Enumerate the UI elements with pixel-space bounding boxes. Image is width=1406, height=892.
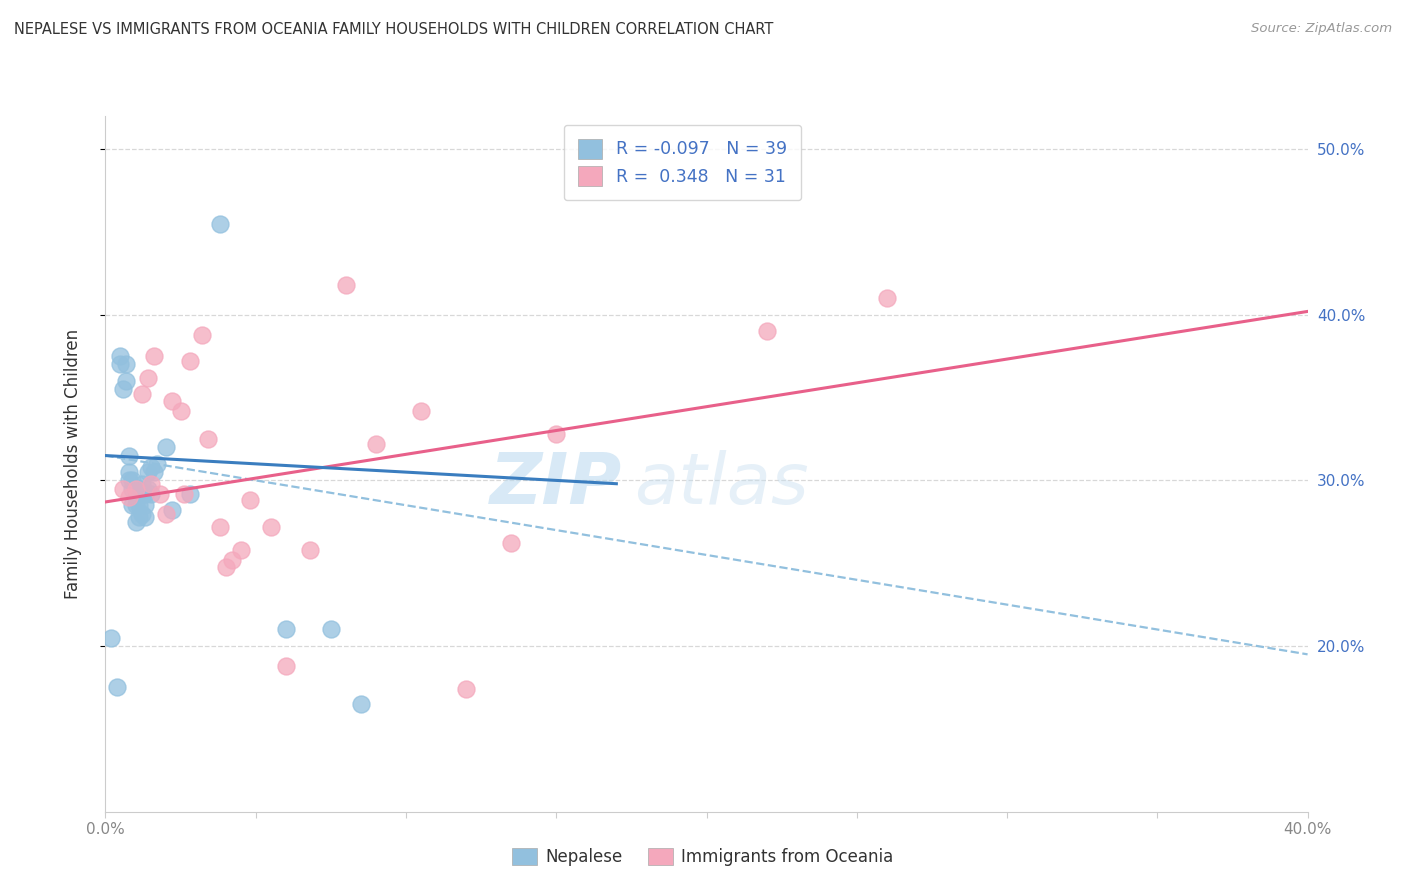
Point [121,474,143,488]
Text: NEPALESE VS IMMIGRANTS FROM OCEANIA FAMILY HOUSEHOLDS WITH CHILDREN CORRELATION : NEPALESE VS IMMIGRANTS FROM OCEANIA FAMI… [14,22,773,37]
Point [118,465,141,479]
Point [124,515,146,529]
Point [876,291,898,305]
Point [755,324,778,338]
Point [131,387,153,401]
Point [121,498,143,512]
Point [124,498,146,512]
Y-axis label: Family Households with Children: Family Households with Children [63,329,82,599]
Point [118,490,141,504]
Text: Source: ZipAtlas.com: Source: ZipAtlas.com [1251,22,1392,36]
Point [239,493,262,508]
Point [148,486,170,500]
Point [208,520,231,534]
Point [139,476,162,491]
Point [179,354,201,368]
Point [131,486,153,500]
Point [100,631,122,645]
Point [364,437,387,451]
Point [319,623,342,637]
Point [260,520,283,534]
Point [160,503,183,517]
Point [546,427,568,442]
Point [221,553,243,567]
Point [409,404,432,418]
Point [134,509,156,524]
Point [139,486,162,500]
Point [298,543,321,558]
Point [112,482,135,496]
Point [197,432,219,446]
Text: atlas: atlas [634,450,808,519]
Legend: R = -0.097   N = 39, R =  0.348   N = 31: R = -0.097 N = 39, R = 0.348 N = 31 [564,125,801,201]
Point [121,482,143,496]
Point [274,623,297,637]
Point [112,382,135,396]
Point [173,486,195,500]
Point [229,543,252,558]
Point [134,486,156,500]
Point [134,498,156,512]
Point [128,509,150,524]
Point [142,465,165,479]
Point [155,507,177,521]
Point [136,370,159,384]
Point [136,465,159,479]
Point [124,482,146,496]
Point [131,507,153,521]
Point [118,449,141,463]
Point [118,474,141,488]
Point [124,490,146,504]
Point [115,374,138,388]
Text: ZIP: ZIP [491,450,623,519]
Point [136,482,159,496]
Point [454,682,477,697]
Point [501,536,523,550]
Point [139,460,162,475]
Point [131,476,153,491]
Point [190,327,212,342]
Point [350,697,373,711]
Point [214,559,236,574]
Point [274,659,297,673]
Point [110,349,132,363]
Point [335,277,357,292]
Point [128,482,150,496]
Point [110,358,132,372]
Point [145,457,167,471]
Legend: Nepalese, Immigrants from Oceania: Nepalese, Immigrants from Oceania [506,841,900,873]
Point [208,217,231,231]
Point [155,440,177,454]
Point [115,358,138,372]
Point [142,349,165,363]
Point [124,482,146,496]
Point [169,404,191,418]
Point [179,486,201,500]
Point [107,681,129,695]
Point [128,498,150,512]
Point [160,393,183,408]
